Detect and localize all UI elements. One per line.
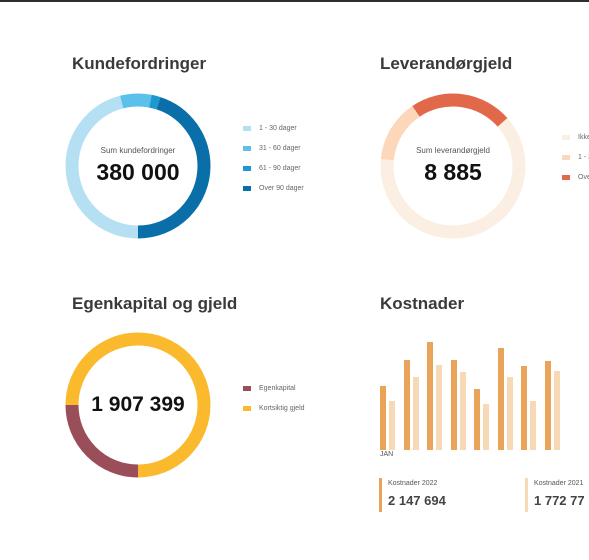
payables-legend-item: 1 - 3 — [562, 147, 589, 167]
payables-segment-1 — [380, 93, 526, 239]
costs-x-axis-start-label: JAN — [380, 451, 394, 458]
equity-legend-item: Egenkapital — [243, 378, 305, 398]
equity-donut — [65, 332, 211, 478]
equity-sum-value: 1 907 399 — [91, 393, 185, 416]
payables-legend-swatch — [562, 154, 570, 160]
costs-2021-bar — [436, 365, 442, 450]
receivables-legend-item: 31 - 60 dager — [243, 138, 304, 158]
costs-2022-bar — [403, 359, 410, 450]
costs-2021-kpi: Kostnader 2021 1 772 77 — [525, 478, 589, 514]
costs-2021-value: 1 772 77 — [534, 493, 585, 508]
receivables-segment-1 — [65, 93, 211, 239]
payables-sum-label: Sum leverandørgjeld — [416, 146, 490, 155]
equity-legend-item: Kortsiktig gjeld — [243, 398, 305, 418]
equity-legend-label: Egenkapital — [259, 384, 296, 392]
costs-2021-indicator — [525, 478, 528, 512]
receivables-sum-value: 380 000 — [96, 159, 180, 185]
receivables-legend-swatch — [243, 165, 251, 171]
equity-legend: Egenkapital Kortsiktig gjeld — [243, 378, 305, 418]
costs-2021-label: Kostnader 2021 — [534, 480, 584, 487]
costs-2022-kpi: Kostnader 2022 2 147 694 — [379, 478, 509, 514]
costs-2022-bar — [474, 388, 480, 450]
costs-2021-bar — [389, 401, 395, 450]
payables-legend: Ikke 1 - 3 Ove — [562, 127, 589, 187]
payables-segment-2 — [380, 93, 526, 239]
receivables-legend-item: 61 - 90 dager — [243, 158, 304, 178]
equity-legend-swatch — [243, 405, 251, 411]
costs-2022-bar — [450, 359, 457, 450]
receivables-center: Sum kundefordringer 380 000 — [64, 146, 212, 186]
receivables-legend-swatch — [243, 125, 251, 131]
receivables-legend-swatch — [243, 145, 251, 151]
receivables-legend-label: 61 - 90 dager — [259, 164, 301, 172]
equity-center: 1 907 399 — [64, 393, 212, 417]
receivables-legend-label: 31 - 60 dager — [259, 144, 301, 152]
receivables-legend-label: Over 90 dager — [259, 184, 304, 192]
receivables-segment-3 — [65, 93, 211, 239]
receivables-legend-item: Over 90 dager — [243, 178, 304, 198]
costs-2021-bar — [459, 372, 466, 450]
receivables-legend-swatch — [243, 185, 251, 191]
costs-2022-indicator — [379, 478, 382, 512]
top-border — [0, 0, 589, 2]
receivables-legend-label: 1 - 30 dager — [259, 124, 297, 132]
costs-2022-label: Kostnader 2022 — [388, 480, 438, 487]
payables-legend-label: Ikke — [578, 133, 589, 141]
costs-2021-bar — [530, 401, 536, 450]
payables-legend-swatch — [562, 134, 570, 140]
equity-title: Egenkapital og gjeld — [72, 294, 238, 313]
payables-center: Sum leverandørgjeld 8 885 — [379, 146, 527, 186]
equity-segment-1 — [65, 332, 211, 478]
costs-2021-bar — [412, 376, 419, 450]
costs-2021-bar — [553, 371, 560, 450]
costs-title: Kostnader — [380, 294, 465, 313]
costs-2022-bar — [380, 386, 386, 450]
costs-2022-value: 2 147 694 — [388, 493, 446, 508]
payables-legend-item: Ove — [562, 167, 589, 187]
costs-2021-bar — [506, 376, 513, 450]
receivables-title: Kundefordringer — [72, 54, 207, 73]
costs-2021-bar — [483, 403, 489, 450]
receivables-donut — [65, 93, 211, 239]
costs-2022-bar — [427, 342, 433, 450]
equity-legend-label: Kortsiktig gjeld — [259, 404, 305, 412]
receivables-legend-item: 1 - 30 dager — [243, 118, 304, 138]
payables-legend-label: Ove — [578, 173, 589, 181]
payables-title: Leverandørgjeld — [380, 54, 513, 73]
payables-sum-value: 8 885 — [424, 159, 482, 185]
payables-legend-item: Ikke — [562, 127, 589, 147]
costs-bar-chart — [375, 330, 589, 450]
payables-legend-label: 1 - 3 — [578, 153, 589, 161]
costs-2022-bar — [521, 366, 527, 450]
costs-2022-bar — [497, 347, 504, 450]
payables-donut — [380, 93, 526, 239]
receivables-sum-label: Sum kundefordringer — [100, 146, 176, 155]
costs-2022-bar — [544, 360, 551, 450]
receivables-legend: 1 - 30 dager 31 - 60 dager 61 - 90 dager Ov… — [243, 118, 304, 198]
payables-legend-swatch — [562, 174, 570, 180]
equity-legend-swatch — [243, 385, 251, 391]
